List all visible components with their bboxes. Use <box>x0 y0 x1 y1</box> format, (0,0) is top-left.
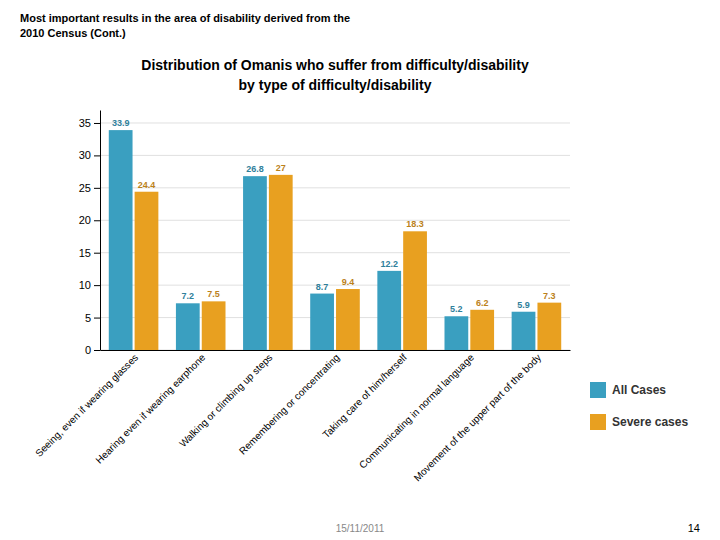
y-tick-mark <box>94 253 100 254</box>
x-tick-label: Communicating in normal language <box>357 351 476 470</box>
chart-title: Distribution of Omanis who suffer from d… <box>141 57 529 73</box>
y-tick-label: 15 <box>79 247 91 259</box>
grid-line <box>100 350 570 351</box>
legend-label: All Cases <box>612 383 666 397</box>
y-tick: 0 <box>85 344 100 356</box>
y-tick-label: 35 <box>79 117 91 129</box>
bar-series <box>109 130 536 350</box>
y-tick-label: 25 <box>79 182 91 194</box>
bar <box>176 303 200 350</box>
y-tick: 30 <box>79 149 100 161</box>
grid <box>100 123 570 350</box>
header-text: Most important results in the area of di… <box>20 12 350 39</box>
y-tick: 5 <box>85 312 100 324</box>
data-label: 26.8 <box>246 164 264 174</box>
x-tick-label: Seeing, even if wearing glasses <box>33 352 140 459</box>
data-label: 7.2 <box>182 291 195 301</box>
y-tick: 35 <box>79 117 100 129</box>
bar <box>403 231 427 350</box>
y-axis-line <box>100 111 101 351</box>
legend-item: All Cases <box>590 382 666 398</box>
bar <box>444 316 468 350</box>
grid-line <box>100 252 570 253</box>
data-label: 9.4 <box>342 277 355 287</box>
data-label: 7.3 <box>543 291 556 301</box>
y-tick-label: 5 <box>85 312 91 324</box>
data-label: 7.5 <box>207 289 220 299</box>
chart-subtitle: by type of difficulty/disability <box>239 77 432 93</box>
data-label: 5.9 <box>517 300 530 310</box>
grid-line <box>100 122 570 123</box>
bar <box>377 271 401 350</box>
x-tick-label: Movement of the upper part of the body <box>412 352 544 484</box>
y-tick: 25 <box>79 182 100 194</box>
y-tick-mark <box>94 155 100 156</box>
bar <box>512 312 536 350</box>
data-labels: 33.9 7.2 26.8 8.7 12.2 5.2 5.9 24.4 7.5 27 9.4 18.3… <box>112 118 556 314</box>
bar <box>202 301 226 350</box>
header-line: Most important results in the area of di… <box>20 12 350 24</box>
data-label: 6.2 <box>476 298 489 308</box>
y-tick-mark <box>94 220 100 221</box>
y-tick-mark <box>94 285 100 286</box>
legend-label: Severe cases <box>612 415 688 429</box>
bar <box>336 289 360 350</box>
bar <box>470 310 494 350</box>
grid-line <box>100 317 570 318</box>
bar <box>537 303 561 350</box>
x-axis: Seeing, even if wearing glassesHearing e… <box>33 351 570 484</box>
legend-item: Severe cases <box>590 414 688 430</box>
footer-page: 14 <box>688 522 700 534</box>
x-axis-line <box>101 350 571 351</box>
y-tick-label: 30 <box>79 149 91 161</box>
bars <box>109 130 561 350</box>
data-label: 18.3 <box>406 219 424 229</box>
data-label: 12.2 <box>380 259 398 269</box>
grid-line <box>100 187 570 188</box>
y-tick: 10 <box>79 279 100 291</box>
grid-line <box>100 285 570 286</box>
data-label: 5.2 <box>450 304 463 314</box>
y-tick-mark <box>94 318 100 319</box>
legend-swatch <box>590 382 606 398</box>
y-tick-mark <box>94 123 100 124</box>
y-tick-label: 20 <box>79 214 91 226</box>
header-line: 2010 Census (Cont.) <box>20 27 126 39</box>
x-tick: Hearing even if wearing earphone <box>94 351 208 465</box>
bar <box>243 176 267 350</box>
footer-date: 15/11/2011 <box>336 523 385 534</box>
chart-svg: Most important results in the area of di… <box>0 0 720 540</box>
data-label: 33.9 <box>112 118 130 128</box>
y-tick: 20 <box>79 214 100 226</box>
y-tick-label: 0 <box>85 344 91 356</box>
bar <box>310 294 334 350</box>
y-tick: 15 <box>79 247 100 259</box>
y-axis: 0 5 10 15 20 25 30 35 <box>79 111 101 357</box>
x-tick: Seeing, even if wearing glasses <box>33 352 140 459</box>
grid-line <box>100 220 570 221</box>
x-tick: Remembering or concentrating <box>237 352 342 457</box>
x-tick: Movement of the upper part of the body <box>412 352 544 484</box>
x-tick-label: Hearing even if wearing earphone <box>94 351 208 465</box>
bar <box>109 130 133 350</box>
y-tick-label: 10 <box>79 279 91 291</box>
y-tick-mark <box>94 188 100 189</box>
legend: All Cases Severe cases <box>590 382 688 430</box>
grid-line <box>100 155 570 156</box>
data-label: 24.4 <box>138 180 156 190</box>
data-label: 27 <box>276 163 286 173</box>
bar <box>135 192 159 350</box>
bar-series <box>135 175 562 350</box>
y-tick-mark <box>94 350 100 351</box>
data-label: 8.7 <box>316 282 329 292</box>
x-tick: Communicating in normal language <box>357 351 476 470</box>
x-tick-label: Remembering or concentrating <box>237 352 342 457</box>
bar <box>269 175 293 350</box>
legend-swatch <box>590 414 606 430</box>
